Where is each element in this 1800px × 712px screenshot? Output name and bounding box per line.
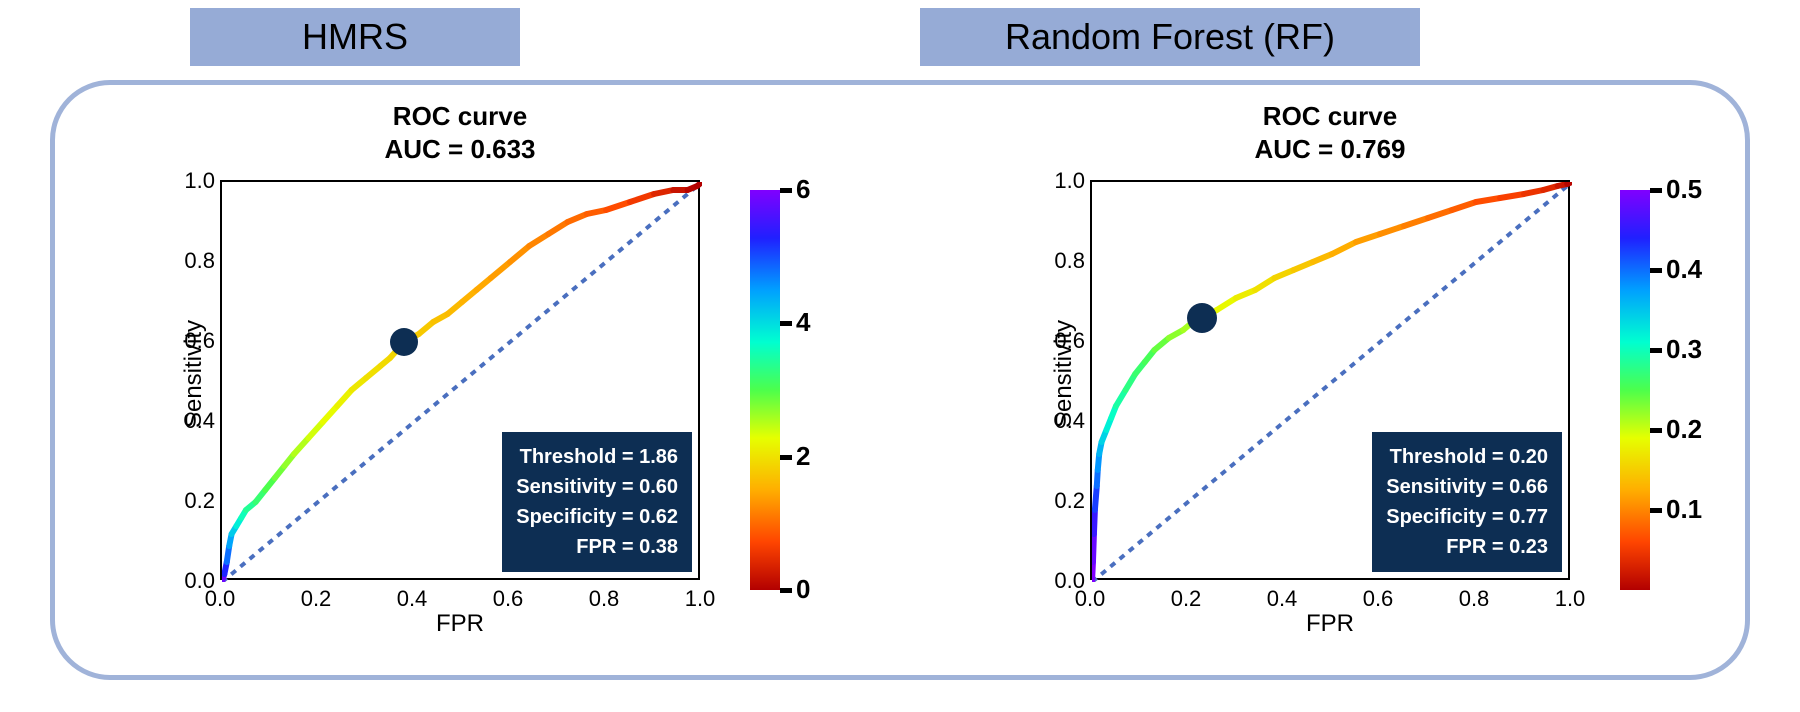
colorbar-tick-line [1650, 268, 1662, 273]
info-box-hmrs: Threshold = 1.86 Sensitivity = 0.60 Spec… [502, 432, 692, 572]
title-line2: AUC = 0.769 [1254, 134, 1405, 164]
xtick: 1.0 [1550, 586, 1590, 612]
ytick: 1.0 [1045, 168, 1085, 194]
info-threshold: Threshold = 0.20 [1386, 442, 1548, 472]
xlabel-hmrs: FPR [220, 610, 700, 638]
colorbar-tick-label: 6 [796, 174, 810, 205]
title-line2: AUC = 0.633 [384, 134, 535, 164]
colorbar-hmrs: 0246 [740, 180, 880, 600]
xtick: 0.0 [1070, 586, 1110, 612]
xlabel-rf: FPR [1090, 610, 1570, 638]
info-specificity: Specificity = 0.77 [1386, 502, 1548, 532]
chart-title-rf: ROC curve AUC = 0.769 [1090, 100, 1570, 165]
colorbar-tick-label: 0 [796, 574, 810, 605]
xtick: 1.0 [680, 586, 720, 612]
xtick: 0.0 [200, 586, 240, 612]
colorbar-tick-label: 2 [796, 441, 810, 472]
colorbar-tick-line [780, 321, 792, 326]
colorbar-tick-line [1650, 428, 1662, 433]
colorbar-tick-line [1650, 508, 1662, 513]
xtick: 0.8 [584, 586, 624, 612]
ytick: 0.6 [175, 328, 215, 354]
info-fpr: FPR = 0.38 [516, 532, 678, 562]
colorbar-gradient [1620, 190, 1650, 590]
colorbar-tick-label: 0.2 [1666, 414, 1702, 445]
panel-hmrs: ROC curve AUC = 0.633 Threshold = 1.86 S… [120, 100, 870, 660]
panel-rf: ROC curve AUC = 0.769 Threshold = 0.20 S… [990, 100, 1740, 660]
tab-hmrs: HMRS [190, 8, 520, 66]
info-sensitivity: Sensitivity = 0.60 [516, 472, 678, 502]
colorbar-tick-label: 4 [796, 307, 810, 338]
colorbar-tick-label: 0.3 [1666, 334, 1702, 365]
colorbar-rf: 0.10.20.30.40.5 [1610, 180, 1750, 600]
colorbar-tick-label: 0.4 [1666, 254, 1702, 285]
ytick: 0.2 [1045, 488, 1085, 514]
info-box-rf: Threshold = 0.20 Sensitivity = 0.66 Spec… [1372, 432, 1562, 572]
ytick: 0.6 [1045, 328, 1085, 354]
title-line1: ROC curve [393, 101, 527, 131]
ytick: 0.8 [175, 248, 215, 274]
ytick: 1.0 [175, 168, 215, 194]
xtick: 0.4 [1262, 586, 1302, 612]
xtick: 0.2 [296, 586, 336, 612]
ytick: 0.4 [175, 408, 215, 434]
plot-area-hmrs: Threshold = 1.86 Sensitivity = 0.60 Spec… [220, 180, 700, 580]
info-specificity: Specificity = 0.62 [516, 502, 678, 532]
tab-rf: Random Forest (RF) [920, 8, 1420, 66]
xtick: 0.2 [1166, 586, 1206, 612]
ytick: 0.2 [175, 488, 215, 514]
xtick: 0.4 [392, 586, 432, 612]
plot-area-rf: Threshold = 0.20 Sensitivity = 0.66 Spec… [1090, 180, 1570, 580]
ytick: 0.4 [1045, 408, 1085, 434]
colorbar-tick-line [780, 455, 792, 460]
xtick: 0.6 [1358, 586, 1398, 612]
xtick: 0.8 [1454, 586, 1494, 612]
colorbar-tick-line [780, 588, 792, 593]
xtick: 0.6 [488, 586, 528, 612]
chart-title-hmrs: ROC curve AUC = 0.633 [220, 100, 700, 165]
colorbar-tick-line [780, 188, 792, 193]
colorbar-tick-line [1650, 348, 1662, 353]
colorbar-gradient [750, 190, 780, 590]
info-fpr: FPR = 0.23 [1386, 532, 1548, 562]
ytick: 0.8 [1045, 248, 1085, 274]
info-threshold: Threshold = 1.86 [516, 442, 678, 472]
colorbar-tick-line [1650, 188, 1662, 193]
title-line1: ROC curve [1263, 101, 1397, 131]
info-sensitivity: Sensitivity = 0.66 [1386, 472, 1548, 502]
colorbar-tick-label: 0.1 [1666, 494, 1702, 525]
colorbar-tick-label: 0.5 [1666, 174, 1702, 205]
